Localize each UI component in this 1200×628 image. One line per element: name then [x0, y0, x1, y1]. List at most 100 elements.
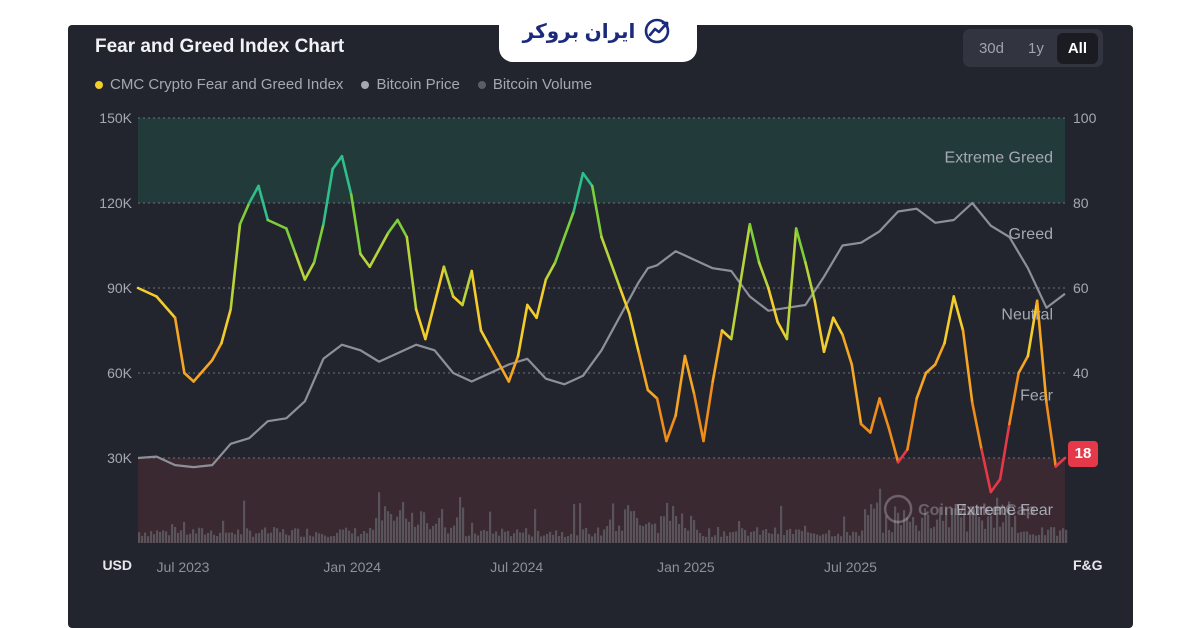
volume-bar [471, 522, 474, 543]
tab-all[interactable]: All [1056, 32, 1098, 64]
volume-bar [657, 532, 660, 543]
volume-bar [717, 527, 720, 543]
volume-bar [750, 531, 753, 543]
volume-bar [972, 510, 975, 543]
volume-bar [516, 529, 519, 543]
volume-bar [531, 536, 534, 543]
volume-bar [546, 533, 549, 543]
volume-bar [291, 530, 294, 543]
volume-bar [1017, 532, 1020, 543]
volume-bar [642, 526, 645, 543]
volume-bar [504, 531, 507, 543]
series-segment-fear-greed [257, 184, 270, 222]
series-segment-fear-greed [646, 388, 659, 400]
volume-bar [393, 520, 396, 543]
volume-bar [909, 521, 912, 543]
volume-bar [561, 532, 564, 543]
volume-bar [474, 533, 477, 543]
volume-bar [777, 533, 780, 543]
volume-bar [372, 529, 375, 543]
series-segment-fear-greed [303, 261, 316, 281]
series-segment-fear-greed [1026, 299, 1039, 358]
right-axis-tick-label: 40 [1073, 365, 1089, 381]
legend-btc-price-dot-icon [361, 80, 370, 89]
series-segment-fear-greed [692, 392, 705, 443]
volume-bar [294, 528, 297, 543]
volume-bar [399, 510, 402, 543]
volume-bar [498, 535, 501, 543]
volume-bar [534, 509, 537, 543]
volume-bar [138, 532, 141, 543]
volume-bar [144, 532, 147, 543]
volume-bar [459, 497, 462, 543]
series-segment-fear-greed [331, 154, 344, 171]
volume-bar [684, 527, 687, 543]
volume-bar [936, 519, 939, 543]
series-segment-fear-greed [887, 426, 900, 464]
volume-bar [819, 535, 822, 543]
volume-bar [351, 533, 354, 543]
volume-bar [975, 514, 978, 543]
volume-bar [660, 516, 663, 543]
volume-bar [288, 535, 291, 543]
volume-bar [183, 521, 186, 543]
volume-bar [297, 528, 300, 543]
volume-bar [753, 531, 756, 543]
series-segment-fear-greed [285, 227, 297, 256]
volume-bar [1035, 535, 1038, 543]
volume-bar [585, 527, 588, 543]
legend-item-btc-volume[interactable]: Bitcoin Volume [477, 76, 592, 93]
volume-bar [912, 517, 915, 543]
legend-item-fng[interactable]: CMC Crypto Fear and Greed Index [95, 76, 343, 93]
left-axis-tick-label: 150K [99, 110, 132, 126]
volume-bar [159, 532, 162, 543]
series-segment-fear-greed [933, 341, 946, 366]
volume-bar [192, 529, 195, 543]
volume-bar [807, 532, 810, 543]
brand-banner: ایران بروکر [499, 0, 697, 62]
volume-bar [786, 529, 789, 543]
volume-bar [1008, 501, 1011, 543]
tab-1y[interactable]: 1y [1027, 39, 1044, 57]
volume-bar [666, 502, 669, 543]
series-segment-fear-greed [720, 329, 733, 341]
volume-bar [966, 531, 969, 543]
volume-bar [234, 534, 237, 543]
volume-bar [612, 503, 615, 543]
volume-bar [312, 536, 315, 543]
series-segment-fear-greed [831, 316, 844, 337]
volume-bar [375, 517, 378, 543]
series-segment-fear-greed [424, 265, 446, 341]
volume-bar [816, 534, 819, 543]
series-segment-fear-greed [581, 171, 594, 188]
volume-bar [243, 500, 246, 543]
volume-bar [411, 512, 414, 543]
volume-bar [216, 536, 219, 543]
watermark-logo-icon [883, 494, 913, 524]
left-axis-tick-label: 120K [99, 195, 132, 211]
volume-bar [1059, 530, 1062, 543]
volume-bar [1041, 527, 1044, 543]
volume-bar [840, 536, 843, 543]
volume-bar [915, 525, 918, 543]
volume-bar [813, 533, 816, 543]
volume-bar [330, 536, 333, 543]
volume-bar [933, 526, 936, 543]
tab-30d[interactable]: 30d [978, 39, 1004, 57]
volume-bar [921, 517, 924, 543]
volume-bar [834, 536, 837, 543]
series-segment-fear-greed [396, 218, 409, 239]
volume-bar [162, 530, 165, 543]
series-segment-fear-greed [711, 329, 724, 383]
series-segment-fear-greed [618, 286, 631, 315]
volume-bar [273, 527, 276, 543]
volume-bar [993, 527, 996, 543]
right-axis-tick-label: 80 [1073, 195, 1089, 211]
legend-item-btc-price[interactable]: Bitcoin Price [361, 76, 460, 93]
volume-bar [849, 535, 852, 543]
series-segment-fear-greed [507, 354, 520, 383]
volume-bar [1011, 527, 1014, 543]
series-segment-fear-greed [915, 371, 928, 400]
volume-bar [456, 517, 459, 543]
volume-bar [321, 534, 324, 543]
